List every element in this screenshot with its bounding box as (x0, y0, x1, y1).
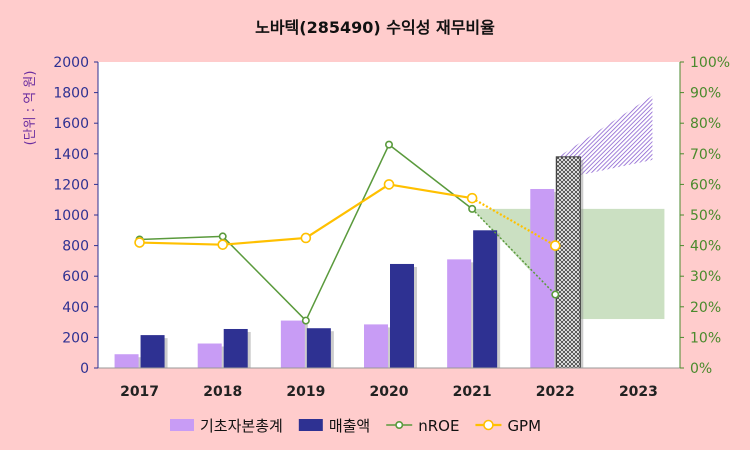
x-tick-label: 2017 (120, 384, 159, 400)
left-tick-label: 800 (62, 239, 89, 255)
left-tick-label: 1800 (53, 86, 89, 102)
point-nroe (468, 204, 477, 213)
bar-revenue (306, 328, 331, 368)
bar-capital (280, 320, 305, 368)
legend-swatch (298, 419, 323, 431)
legend-marker (395, 420, 404, 429)
right-tick-label: 50% (690, 208, 721, 224)
x-tick-label: 2018 (203, 384, 242, 400)
line-series (134, 140, 561, 325)
left-tick-label: 600 (62, 269, 89, 285)
point-gpm (466, 192, 478, 204)
left-tick-label: 1400 (53, 147, 89, 163)
point-nroe (551, 290, 560, 299)
legend-label: 매출액 (329, 417, 370, 435)
x-tick-label: 2022 (536, 384, 575, 400)
left-tick-label: 400 (62, 300, 89, 316)
bar-capital (364, 324, 388, 368)
point-nroe (384, 140, 393, 149)
right-tick-label: 80% (690, 116, 721, 132)
bar-revenue (140, 335, 165, 368)
bar-capital (197, 343, 222, 368)
right-axis-ticks: 0% 10% 20% 30% 40% 50% 60% 70% 80% 90% 100% (679, 55, 730, 377)
left-tick-label: 0 (80, 361, 89, 377)
right-tick-label: 20% (690, 300, 721, 316)
left-tick-label: 1000 (53, 208, 89, 224)
right-tick-label: 10% (690, 330, 721, 346)
point-gpm (383, 179, 395, 190)
line-segment-gpm (139, 241, 223, 246)
legend-swatch (170, 419, 194, 431)
left-tick-label: 1600 (53, 116, 89, 132)
line-segment-gpm (222, 236, 306, 246)
point-nroe (301, 316, 310, 325)
legend-label: GPM (507, 417, 541, 435)
left-tick-label: 1200 (53, 177, 89, 193)
bar-series (114, 156, 584, 369)
y-axis-label: (단위 : 억 원) (23, 71, 38, 146)
x-tick-label: 2019 (286, 384, 325, 400)
line-segment-nroe (222, 235, 307, 322)
legend: 기초자본총계 매출액 nROE GPM (170, 417, 541, 435)
point-nroe (218, 232, 227, 241)
x-tick-label: 2023 (619, 384, 658, 400)
point-gpm (217, 239, 229, 250)
bar-revenue (223, 328, 248, 368)
line-segment-nroe (139, 235, 223, 241)
chart-title: 노바텍(285490) 수익성 재무비율 (255, 18, 495, 37)
legend-label: nROE (418, 417, 459, 435)
right-tick-label: 70% (690, 147, 721, 163)
right-tick-label: 40% (690, 239, 721, 255)
bar-revenue (390, 263, 414, 368)
right-tick-label: 60% (690, 177, 721, 193)
right-tick-label: 100% (690, 55, 730, 71)
bar-capital (447, 259, 472, 368)
line-segment-gpm (388, 183, 473, 200)
x-tick-label: 2021 (453, 384, 492, 400)
left-tick-label: 200 (62, 330, 89, 346)
line-segment-gpm (305, 183, 390, 239)
right-tick-label: 90% (690, 86, 721, 102)
line-segment-nroe (388, 144, 473, 210)
point-gpm (300, 232, 312, 244)
x-axis-ticks: 2017 2018 2019 2020 2021 2022 2023 (120, 384, 658, 400)
bar-revenue (555, 156, 581, 369)
point-gpm (134, 237, 145, 248)
left-tick-label: 2000 (53, 55, 89, 71)
bar-revenue (473, 230, 498, 368)
right-tick-label: 0% (690, 361, 712, 377)
bar-capital (530, 188, 555, 368)
point-gpm (549, 240, 561, 251)
line-segment-nroe (305, 144, 390, 321)
revenue-forecast-band (558, 95, 653, 180)
legend-marker (483, 419, 494, 431)
x-tick-label: 2020 (370, 384, 409, 400)
right-tick-label: 30% (690, 269, 721, 285)
bar-capital (114, 354, 139, 368)
legend-label: 기초자본총계 (200, 417, 283, 435)
left-axis-ticks: 0 200 400 600 800 1000 1200 1400 1600 1800 2000 (53, 55, 99, 377)
